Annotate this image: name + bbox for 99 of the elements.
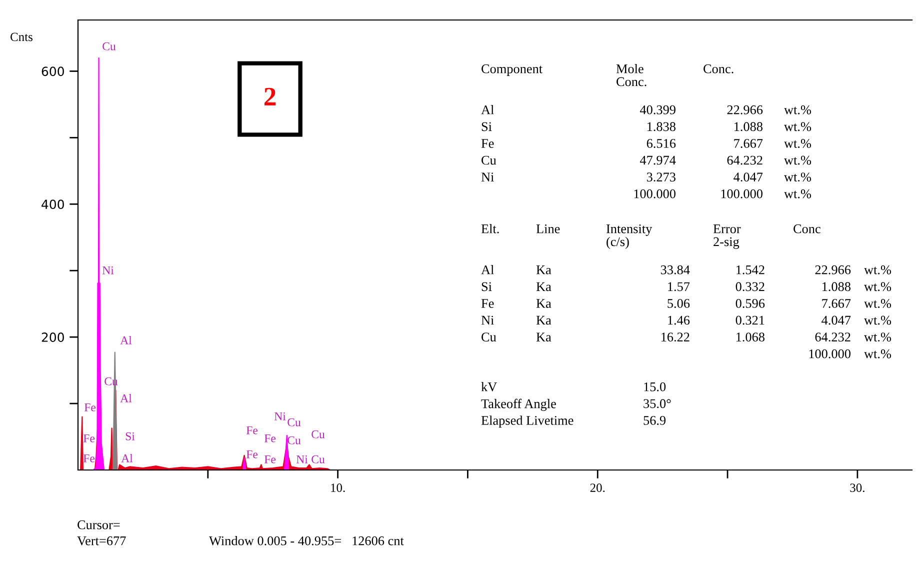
annotation: 1.46 [668,316,690,325]
annotation: wt.% [864,316,892,325]
annotation: 6.516 [646,139,676,148]
x-tick-label: 20. [590,484,605,492]
y-tick-label: 400 [42,200,64,210]
annotation: kV [481,382,497,392]
text: Window 0.005 - 40.955= 12606 cnt [209,536,404,546]
text: Vert=677 [77,536,126,546]
annotation: Al [481,265,494,274]
annotation: 5.06 [668,298,690,308]
annotation: Cu [288,436,301,444]
annotation: Al [121,454,133,462]
annotation: wt.% [864,298,892,308]
annotation: 40.399 [640,105,676,114]
annotation: Fe [264,434,276,442]
annotation: 0.332 [736,282,764,292]
annotation: Cu [312,455,325,464]
x-tick-label: 10. [331,484,345,492]
annotation: Ka [536,316,552,325]
annotation: Fe [83,434,94,442]
annotation: Ka [536,299,552,308]
annotation: Fe [83,454,94,462]
y-tick-label: 200 [42,332,64,342]
annotation: Cu [482,156,496,165]
annotation: 100.000 [721,189,762,198]
annotation: Ni [274,412,286,420]
annotation: 16.22 [661,332,690,342]
annotation: 4.047 [734,172,763,182]
annotation: Ka [536,266,552,274]
annotation: 15.0 [644,382,666,392]
annotation: 64.232 [727,156,762,165]
annotation: 3.273 [646,172,676,182]
annotation: 33.84 [660,265,690,274]
annotation: 1.068 [736,332,764,342]
annotation: Ni [481,316,494,325]
annotation: Intensity (c/s) [606,224,652,249]
annotation: 7.667 [734,139,763,148]
annotation: wt.% [864,282,892,292]
annotation: 100.000 [809,349,850,358]
annotation: Error 2-sig [713,224,741,249]
annotation: wt.% [784,172,812,182]
annotation: Al [120,394,132,402]
annotation: Fe [481,139,494,148]
y-axis-title: Cnts [10,32,32,42]
x-tick-label: 30. [850,484,864,492]
annotation: Cu [102,42,116,50]
annotation: 0.596 [736,298,765,308]
annotation: Takeoff Angle [481,398,556,411]
annotation: Component [482,64,542,76]
annotation: wt.% [864,332,892,342]
annotation: 1.838 [647,122,676,132]
annotation: wt.% [784,156,812,165]
annotation: 22.966 [815,265,851,274]
annotation: wt.% [864,265,892,274]
annotation: Si [482,122,492,132]
y-tick-label: 600 [42,66,64,76]
annotation: wt.% [784,122,812,132]
annotation: Ni [102,266,114,274]
annotation: Fe [246,450,258,458]
annotation: Si [482,282,492,292]
annotation: 64.232 [815,332,850,342]
annotation: 22.966 [727,105,763,114]
text: Cursor= [78,520,120,530]
annotation: Conc. [704,64,734,74]
annotation: Mole Conc. [616,64,646,86]
annotation: Ka [536,332,552,342]
annotation: 35.0° [644,399,671,408]
annotation: Fe [84,403,96,412]
annotation: Ka [536,282,552,292]
annotation: wt.% [784,105,812,114]
annotation: Cu [482,332,496,342]
annotation: 1.088 [734,122,762,132]
annotation: Fe [481,299,494,308]
annotation: Cu [312,430,325,438]
annotation: Conc [794,224,820,234]
annotation: Elt. [481,224,499,234]
annotation: 100.000 [634,189,676,198]
annotation: Cu [288,418,301,426]
annotation: Fe [264,455,276,464]
annotation: Al [481,105,494,114]
annotation: 7.667 [822,299,851,308]
annotation: Elapsed Livetime [481,416,574,428]
annotation: Al [120,336,132,344]
annotation: Line [536,224,560,234]
annotation: 2 [264,88,276,106]
annotation: 1.542 [736,265,764,274]
annotation: 0.321 [736,316,764,325]
annotation: 56.9 [644,416,666,425]
annotation: Fe [246,426,258,434]
annotation: 1.57 [668,282,690,292]
annotation: Ni [481,172,494,182]
annotation: 4.047 [822,316,851,325]
annotation: 1.088 [822,282,850,292]
annotation: wt.% [784,189,812,198]
annotation: Ni [296,455,308,464]
annotation: 47.974 [640,156,676,165]
annotation: wt.% [784,138,812,148]
annotation: wt.% [864,349,892,358]
annotation: Si [126,432,135,440]
